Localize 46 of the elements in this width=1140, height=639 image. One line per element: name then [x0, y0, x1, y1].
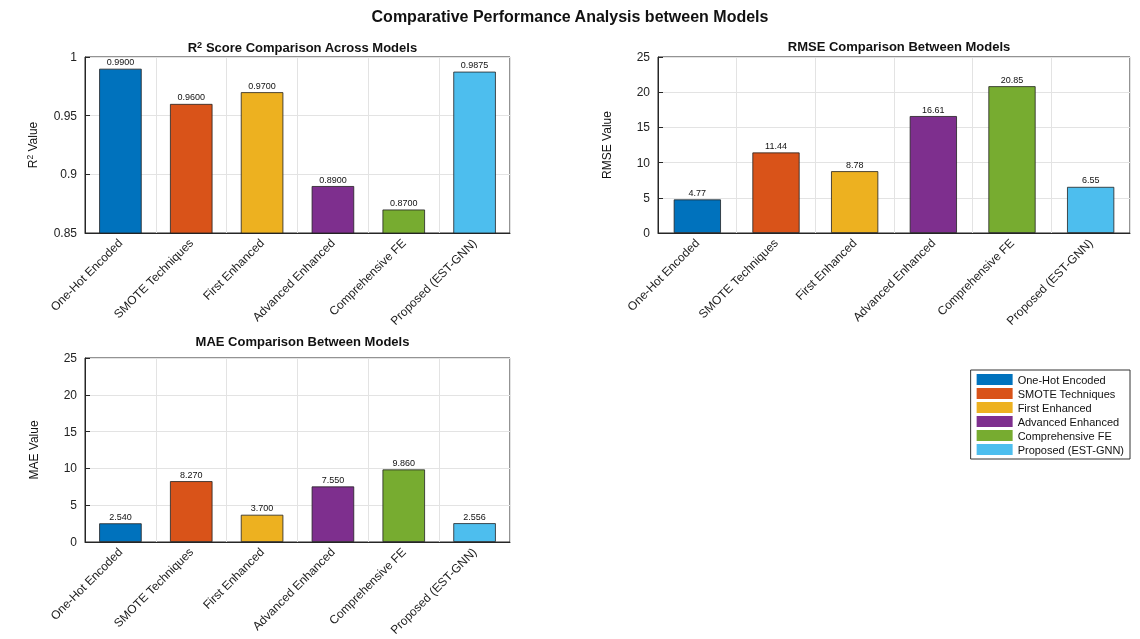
- text: Comparative Performance Analysis between Models: [370, 8, 770, 26]
- y-tick-label: 0: [70, 535, 78, 549]
- y-tick-label: 10: [63, 461, 78, 476]
- y-tick-label: 20: [636, 85, 651, 100]
- y-tick-label: 15: [636, 120, 651, 135]
- data-label: 2.556: [463, 511, 486, 522]
- data-label: 0.8700: [389, 198, 418, 209]
- y-tick-label: 5: [643, 190, 651, 205]
- data-label: 7.550: [321, 474, 345, 485]
- data-label: 0.9875: [460, 60, 489, 71]
- legend-label: Advanced Enhanced: [1017, 415, 1120, 428]
- data-label: 9.860: [392, 457, 416, 468]
- data-label: 0.9600: [177, 92, 206, 103]
- y-tick-label: 5: [70, 498, 78, 513]
- data-label: 8.78: [845, 159, 864, 170]
- data-label: 20.85: [1000, 74, 1024, 85]
- chart-title: MAE Comparison Between Models: [195, 334, 410, 349]
- legend-label: One-Hot Encoded: [1017, 373, 1106, 386]
- y-tick-label: 20: [63, 387, 78, 402]
- y-tick-label: 0.95: [53, 108, 78, 123]
- data-label: 0.8900: [319, 174, 347, 185]
- y-tick-label: 25: [636, 50, 651, 64]
- y-axis-title: MAE Value: [27, 420, 41, 480]
- data-label: 4.77: [688, 187, 707, 198]
- y-tick-label: 1: [70, 50, 78, 64]
- y-axis-title: RMSE Value: [600, 110, 614, 179]
- y-tick-label: 15: [63, 424, 78, 439]
- legend-label: Proposed (EST-GNN): [1017, 443, 1125, 456]
- y-tick-label: 0.85: [53, 226, 78, 240]
- legend-label: SMOTE Techniques: [1017, 387, 1116, 400]
- data-label: 3.700: [250, 503, 274, 514]
- data-label: 0.9900: [106, 57, 135, 68]
- data-label: 11.44: [765, 140, 787, 151]
- legend-label: First Enhanced: [1017, 401, 1092, 414]
- chart-title: RMSE Comparison Between Models: [787, 39, 1011, 54]
- y-tick-label: 25: [63, 351, 78, 365]
- data-label: 6.55: [1081, 175, 1100, 186]
- y-tick-label: 0.9: [60, 167, 78, 182]
- data-label: 16.61: [922, 104, 945, 115]
- data-label: 0.9700: [248, 80, 276, 91]
- y-axis-title: R2 Value: [25, 121, 40, 169]
- y-tick-label: 10: [636, 155, 651, 170]
- legend-label: Comprehensive FE: [1017, 429, 1112, 442]
- data-label: 2.540: [109, 511, 132, 522]
- y-tick-label: 0: [643, 226, 651, 240]
- data-label: 8.270: [179, 469, 203, 480]
